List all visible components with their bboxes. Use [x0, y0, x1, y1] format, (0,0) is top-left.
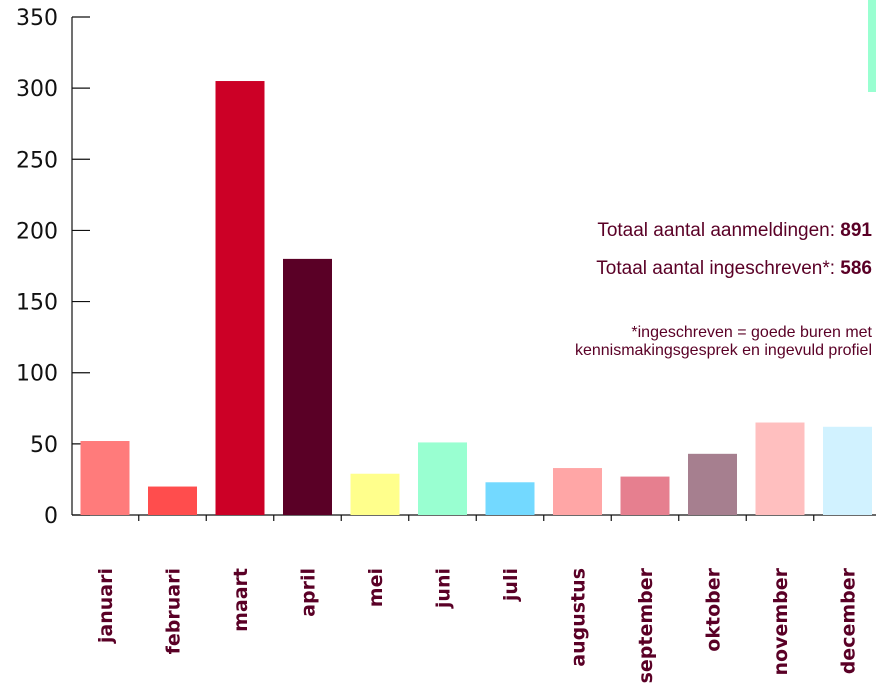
bar-december: [823, 426, 872, 515]
total-enrolled-value: 586: [840, 258, 872, 279]
y-tick-label: 50: [30, 433, 58, 458]
x-tick-label-maart: maart: [230, 568, 252, 632]
x-tick-label-april: april: [298, 568, 320, 617]
x-tick-label-november: november: [770, 567, 792, 675]
y-tick-label: 150: [16, 291, 58, 316]
x-tick-label-september: september: [635, 567, 657, 683]
bar-april: [283, 258, 332, 515]
x-tick-label-december: december: [838, 567, 860, 674]
y-tick-label: 200: [16, 219, 58, 244]
y-tick-label: 100: [16, 362, 58, 387]
x-tick-label-juli: juli: [500, 568, 522, 602]
total-registrations-value: 891: [840, 220, 872, 241]
y-tick-label: 0: [44, 504, 58, 529]
x-tick-label-mei: mei: [365, 568, 387, 607]
accent-strip: [868, 0, 876, 92]
y-tick-label: 350: [16, 6, 58, 31]
y-tick-label: 250: [16, 148, 58, 173]
bar-juni: [418, 442, 467, 515]
bar-november: [755, 422, 805, 515]
total-registrations: Totaal aantal aanmeldingen: 891: [597, 220, 872, 242]
x-tick-label-januari: januari: [95, 568, 117, 644]
footnote: *ingeschreven = goede buren met kennisma…: [575, 324, 872, 360]
bar-oktober: [688, 453, 737, 515]
footnote-line-1: *ingeschreven = goede buren met: [631, 324, 872, 341]
x-tick-label-juni: juni: [433, 568, 455, 609]
x-tick-label-oktober: oktober: [703, 567, 725, 651]
bar-februari: [148, 486, 197, 515]
total-enrolled-label: Totaal aantal ingeschreven*:: [596, 258, 841, 279]
bar-juli: [485, 482, 535, 515]
bar-januari: [80, 441, 130, 515]
y-tick-label: 300: [16, 77, 58, 102]
footnote-line-2: kennismakingsgesprek en ingevuld profiel: [574, 342, 872, 359]
total-registrations-label: Totaal aantal aanmeldingen:: [597, 220, 841, 241]
bar-maart: [215, 81, 265, 516]
bar-september: [620, 476, 670, 515]
x-tick-label-augustus: augustus: [568, 568, 590, 667]
total-enrolled: Totaal aantal ingeschreven*: 586: [596, 258, 872, 280]
bar-augustus: [553, 468, 602, 515]
x-tick-label-februari: februari: [163, 568, 185, 654]
bar-mei: [350, 473, 400, 515]
